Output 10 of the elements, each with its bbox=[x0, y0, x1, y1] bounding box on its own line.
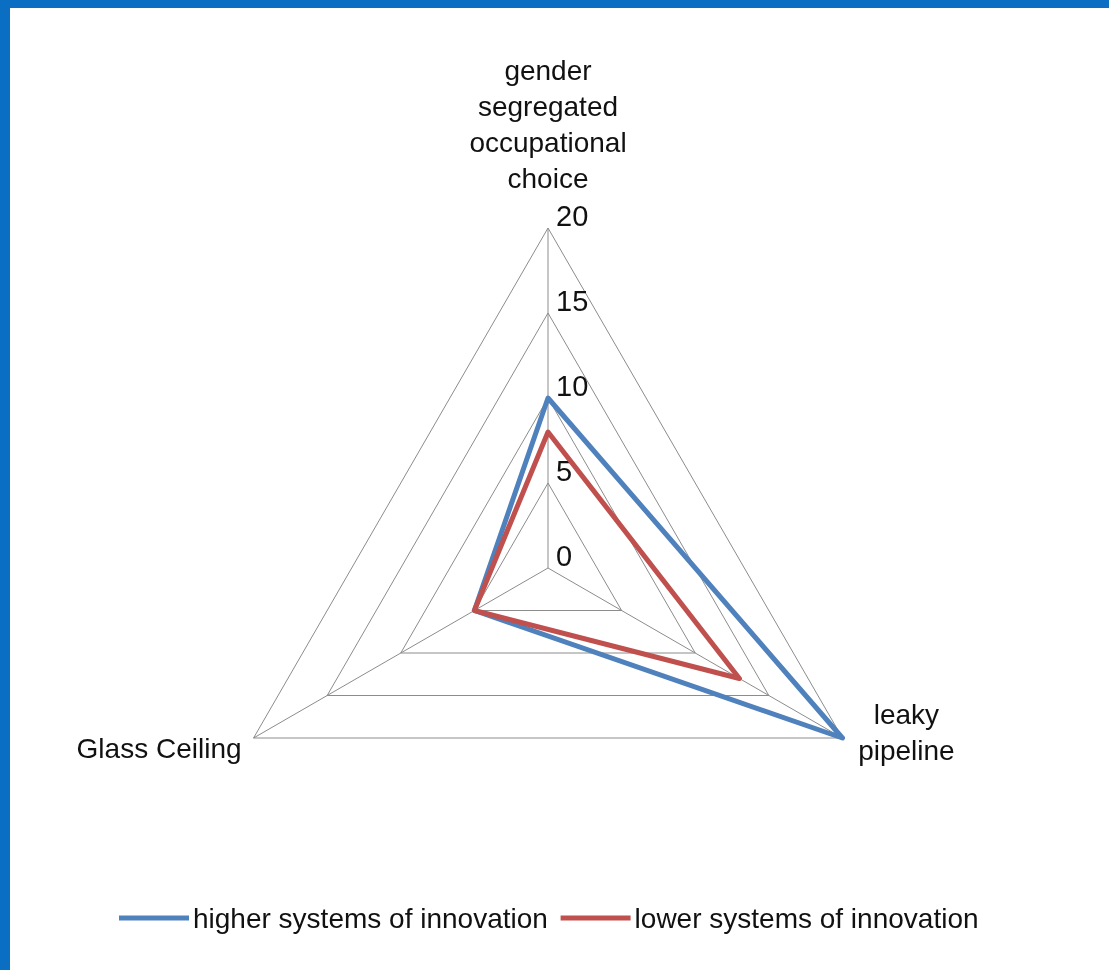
spoke-label: gender segregated occupational choice bbox=[469, 55, 627, 194]
spoke-label: leaky pipeline bbox=[858, 699, 955, 766]
y-tick-label: 20 bbox=[556, 200, 589, 232]
y-tick-label: 0 bbox=[556, 540, 573, 572]
legend-label: lower systems of innovation bbox=[634, 903, 979, 934]
y-tick-label: 15 bbox=[556, 285, 589, 317]
spoke-label: Glass Ceiling bbox=[76, 733, 242, 764]
y-tick-label: 10 bbox=[556, 370, 589, 402]
y-tick-label: 5 bbox=[556, 455, 573, 487]
legend-label: higher systems of innovation bbox=[193, 903, 548, 934]
